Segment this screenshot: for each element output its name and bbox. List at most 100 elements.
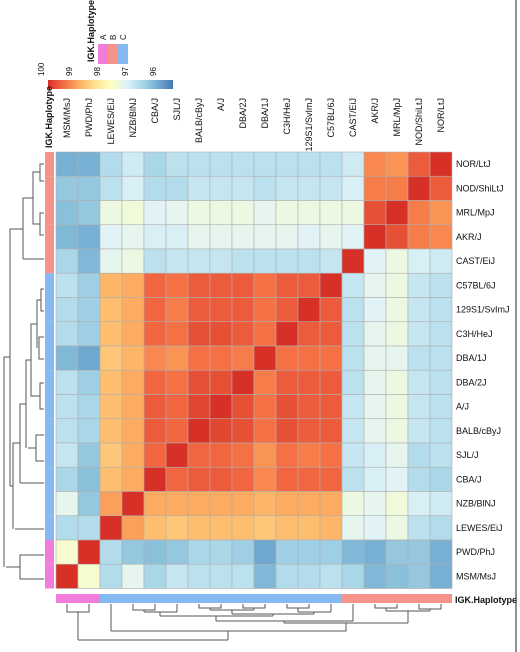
legend-label-b: B	[109, 35, 118, 40]
heatmap-cell	[319, 248, 343, 274]
row-label: CAST/EiJ	[456, 256, 495, 266]
heatmap-cell	[341, 321, 365, 347]
heatmap-cell	[165, 151, 189, 177]
row-annotation-cell	[45, 540, 54, 565]
heatmap-cell	[121, 515, 145, 541]
heatmap-cell	[385, 321, 409, 347]
column-label: LEWES/EiJ	[106, 98, 116, 145]
heatmap-cell	[297, 369, 321, 395]
heatmap-cell	[99, 248, 123, 274]
heatmap-cell	[143, 272, 167, 298]
heatmap-cell	[231, 369, 255, 395]
heatmap-cell	[429, 394, 453, 420]
row-annotation-cell	[45, 491, 54, 516]
col-annotation-cell	[364, 594, 386, 603]
color-scale-legend: 100 99 98 97 96	[37, 62, 173, 89]
heatmap-cell	[55, 563, 79, 589]
heatmap-cell	[77, 345, 101, 371]
row-label: DBA/2J	[456, 377, 487, 387]
heatmap-cell	[77, 272, 101, 298]
heatmap-cell	[231, 466, 255, 492]
heatmap-cell	[429, 418, 453, 444]
heatmap-cell	[341, 466, 365, 492]
heatmap-cell	[231, 491, 255, 517]
heatmap-cell	[231, 321, 255, 347]
heatmap-cell	[341, 200, 365, 226]
heatmap-cell	[363, 272, 387, 298]
heatmap-cell	[385, 248, 409, 274]
heatmap-cell	[165, 175, 189, 201]
heatmap-cell	[187, 466, 211, 492]
heatmap-cell	[429, 200, 453, 226]
heatmap-cell	[231, 272, 255, 298]
col-annotation-cell	[320, 594, 342, 603]
heatmap-cell	[55, 466, 79, 492]
column-label: MRL/MpJ	[392, 98, 402, 137]
heatmap-cell	[209, 224, 233, 250]
heatmap-cell	[297, 515, 321, 541]
heatmap-cell	[407, 539, 431, 565]
heatmap-cell	[297, 345, 321, 371]
heatmap-cell	[253, 466, 277, 492]
heatmap-cell	[165, 248, 189, 274]
heatmap-cell	[363, 200, 387, 226]
heatmap-cell	[121, 491, 145, 517]
heatmap-cell	[253, 224, 277, 250]
heatmap-cell	[99, 491, 123, 517]
heatmap-cell	[99, 272, 123, 298]
heatmap-cell	[77, 466, 101, 492]
heatmap-cell	[55, 345, 79, 371]
heatmap-cell	[187, 515, 211, 541]
heatmap-cell	[275, 515, 299, 541]
heatmap-cell	[253, 369, 277, 395]
heatmap-cell	[363, 321, 387, 347]
heatmap-cell	[209, 491, 233, 517]
heatmap-cell	[407, 200, 431, 226]
heatmap-cell	[297, 491, 321, 517]
heatmap-cell	[187, 321, 211, 347]
heatmap-cell	[319, 515, 343, 541]
heatmap-cell	[165, 394, 189, 420]
row-annotation-cell	[45, 443, 54, 468]
heatmap-cell	[143, 466, 167, 492]
col-annotation-cell	[342, 594, 364, 603]
heatmap-cell	[297, 394, 321, 420]
heatmap-cell	[385, 466, 409, 492]
heatmap-cell	[77, 491, 101, 517]
heatmap-cell	[319, 200, 343, 226]
heatmap-cell	[429, 321, 453, 347]
heatmap-cell	[319, 466, 343, 492]
col-annotation-cell	[56, 594, 78, 603]
heatmap-cell	[187, 224, 211, 250]
heatmap-cell	[297, 466, 321, 492]
column-label: 129S1/SvImJ	[304, 98, 314, 152]
heatmap-cell	[341, 394, 365, 420]
heatmap-cell	[121, 248, 145, 274]
heatmap-cell	[99, 418, 123, 444]
heatmap-cell	[99, 515, 123, 541]
heatmap-cell	[77, 175, 101, 201]
heatmap-cell	[209, 272, 233, 298]
heatmap-cell	[121, 151, 145, 177]
heatmap-cell	[385, 224, 409, 250]
heatmap-cell	[55, 418, 79, 444]
heatmap-cell	[121, 272, 145, 298]
heatmap-cell	[253, 515, 277, 541]
row-annotation-cell	[45, 467, 54, 492]
heatmap-cell	[275, 394, 299, 420]
row-annotation-title: IGK.Haplotype	[455, 595, 517, 605]
row-label: C3H/HeJ	[456, 329, 493, 339]
heatmap-cell	[319, 321, 343, 347]
heatmap-cell	[253, 200, 277, 226]
heatmap-cell	[55, 297, 79, 323]
heatmap-cell	[429, 175, 453, 201]
heatmap-cell	[253, 321, 277, 347]
heatmap-cell	[165, 272, 189, 298]
heatmap-cell	[231, 418, 255, 444]
heatmap-cell	[165, 539, 189, 565]
column-labels: MSM/MsJ PWD/PhJ LEWES/EiJ NZB/BlNJ CBA/J SJL/…	[62, 98, 446, 152]
heatmap-cell	[341, 248, 365, 274]
heatmap-cell	[275, 442, 299, 468]
heatmap-cell	[143, 539, 167, 565]
